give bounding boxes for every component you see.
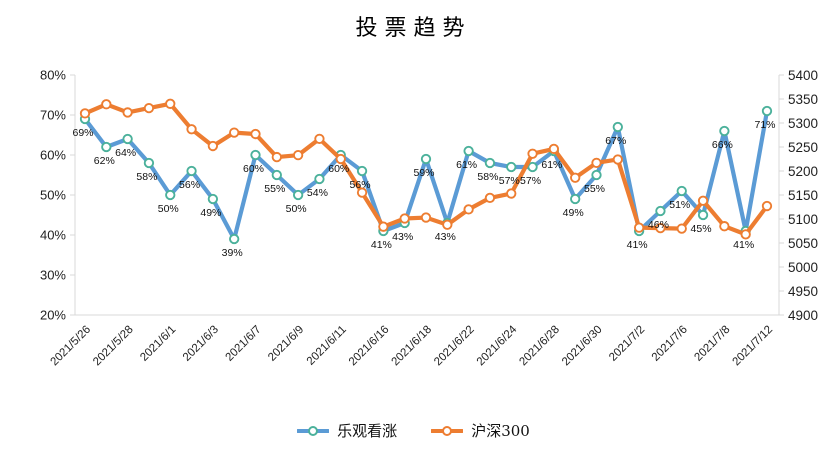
svg-text:56%: 56% [350,179,371,191]
svg-text:2021/5/28: 2021/5/28 [91,324,136,369]
svg-text:57%: 57% [499,175,520,187]
svg-text:41%: 41% [371,239,392,251]
svg-text:40%: 40% [40,228,66,243]
svg-text:5050: 5050 [788,236,818,251]
svg-text:41%: 41% [627,239,648,251]
svg-text:4900: 4900 [788,308,818,323]
svg-text:58%: 58% [136,171,157,183]
svg-text:2021/7/6: 2021/7/6 [650,324,690,364]
svg-text:5000: 5000 [788,260,818,275]
legend-item-hs300[interactable]: 沪深300 [431,420,530,441]
legend-label-hs300: 沪深300 [471,422,530,440]
svg-text:4950: 4950 [788,284,818,299]
svg-text:55%: 55% [264,183,285,195]
svg-text:2021/7/2: 2021/7/2 [607,324,647,364]
svg-text:2021/6/24: 2021/6/24 [475,323,520,368]
svg-text:50%: 50% [158,203,179,215]
svg-text:5200: 5200 [788,164,818,179]
svg-text:5300: 5300 [788,116,818,131]
chart-title: 投票趋势 [355,16,472,41]
svg-text:71%: 71% [754,119,775,131]
svg-text:67%: 67% [605,135,626,147]
svg-text:59%: 59% [413,167,434,179]
svg-text:2021/7/8: 2021/7/8 [692,324,732,364]
svg-text:5350: 5350 [788,92,818,107]
svg-text:70%: 70% [40,108,66,123]
bullish-line-marker-icon [297,425,330,436]
svg-text:56%: 56% [179,179,200,191]
svg-text:69%: 69% [72,127,93,139]
svg-text:2021/6/11: 2021/6/11 [305,324,349,368]
svg-text:2021/5/26: 2021/5/26 [48,324,93,369]
svg-text:2021/7/12: 2021/7/12 [730,324,775,369]
svg-text:2021/6/22: 2021/6/22 [432,324,477,369]
svg-text:55%: 55% [584,183,605,195]
svg-text:41%: 41% [733,239,754,251]
svg-text:62%: 62% [94,155,115,167]
svg-text:2021/6/1: 2021/6/1 [138,324,178,364]
svg-text:60%: 60% [328,163,349,175]
svg-text:43%: 43% [435,231,456,243]
svg-text:60%: 60% [243,163,264,175]
svg-text:58%: 58% [477,171,498,183]
svg-text:66%: 66% [712,139,733,151]
svg-text:2021/6/30: 2021/6/30 [560,324,605,369]
svg-text:64%: 64% [115,147,136,159]
svg-text:43%: 43% [392,231,413,243]
legend-item-bullish[interactable]: 乐观看涨 [297,420,397,441]
svg-text:61%: 61% [456,159,477,171]
svg-text:49%: 49% [563,207,584,219]
svg-text:20%: 20% [40,308,66,323]
svg-text:2021/6/16: 2021/6/16 [347,324,392,369]
hs300-line-marker-icon [431,425,464,436]
svg-text:45%: 45% [691,223,712,235]
svg-text:57%: 57% [520,175,541,187]
svg-text:5400: 5400 [788,68,818,83]
svg-text:5100: 5100 [788,212,818,227]
svg-text:60%: 60% [40,148,66,163]
svg-text:2021/6/9: 2021/6/9 [266,324,306,364]
svg-text:2021/6/3: 2021/6/3 [181,324,221,364]
svg-text:61%: 61% [541,159,562,171]
svg-text:30%: 30% [40,268,66,283]
svg-text:50%: 50% [40,188,66,203]
svg-text:49%: 49% [200,207,221,219]
svg-text:5250: 5250 [788,140,818,155]
svg-text:39%: 39% [222,247,243,259]
svg-text:80%: 80% [40,68,66,83]
svg-text:2021/6/7: 2021/6/7 [223,324,263,364]
svg-text:2021/6/18: 2021/6/18 [389,324,434,369]
legend-label-bullish: 乐观看涨 [337,422,398,440]
svg-text:46%: 46% [648,219,669,231]
svg-text:5150: 5150 [788,188,818,203]
chart-legend: 乐观看涨 沪深300 [0,420,827,441]
svg-text:51%: 51% [669,199,690,211]
svg-text:50%: 50% [286,203,307,215]
svg-text:54%: 54% [307,187,328,199]
svg-text:2021/6/28: 2021/6/28 [517,324,562,369]
